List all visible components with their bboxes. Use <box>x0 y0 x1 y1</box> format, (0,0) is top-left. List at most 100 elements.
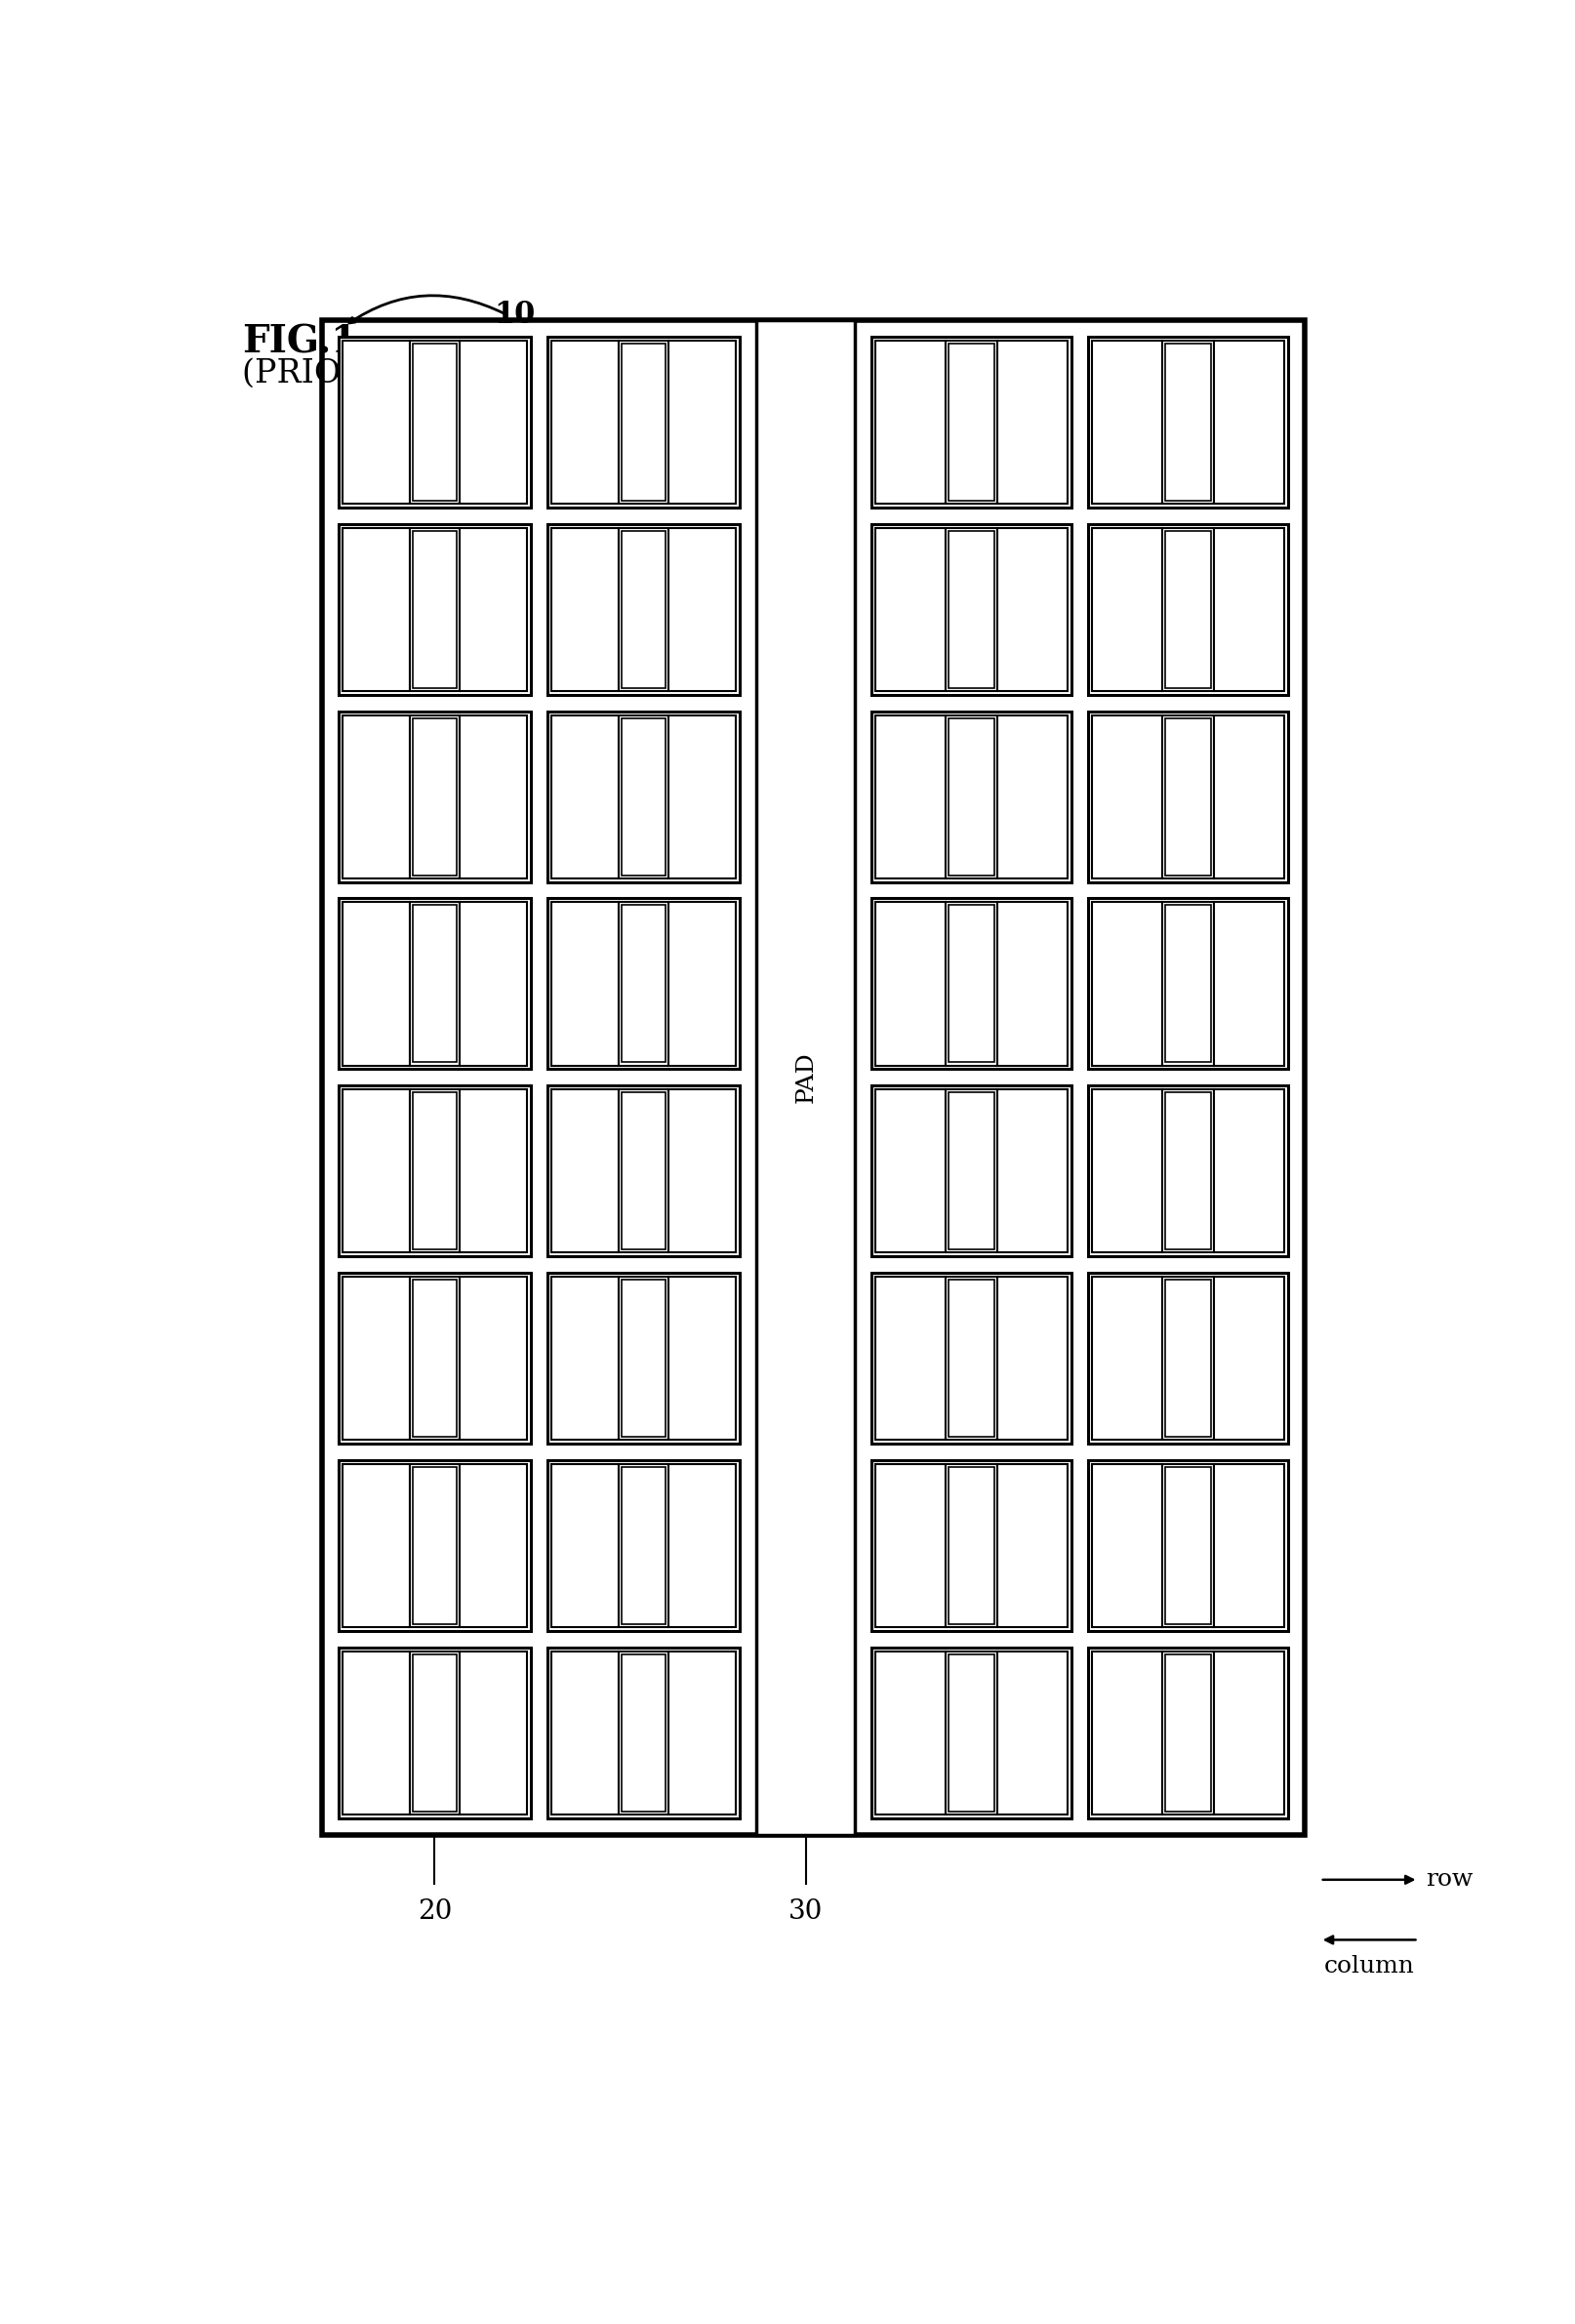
Text: Bank: Bank <box>1025 590 1040 627</box>
Text: Bank: Bank <box>485 1153 501 1190</box>
Bar <box>1213 716 1284 878</box>
Bar <box>668 528 736 690</box>
Text: Y-Fuse: Y-Fuse <box>1181 402 1194 442</box>
Bar <box>342 1276 410 1441</box>
Text: Bank: Bank <box>902 1153 917 1190</box>
Bar <box>410 716 460 878</box>
Bar <box>945 716 997 878</box>
Text: Y-Fuse: Y-Fuse <box>636 964 650 1004</box>
Text: Bank: Bank <box>902 590 917 627</box>
Bar <box>1164 718 1211 876</box>
Text: Y-Fuse: Y-Fuse <box>964 964 978 1004</box>
Text: Bank: Bank <box>369 1153 383 1190</box>
Bar <box>622 906 665 1062</box>
Text: Bank: Bank <box>578 1527 592 1564</box>
Bar <box>410 902 460 1064</box>
Bar <box>551 716 619 878</box>
Text: Y-Fuse: Y-Fuse <box>636 402 650 442</box>
Bar <box>339 1459 531 1631</box>
Bar <box>871 711 1071 881</box>
Text: Bank: Bank <box>695 404 709 442</box>
Text: Bank: Bank <box>485 1339 501 1378</box>
Text: Bank: Bank <box>1025 404 1040 442</box>
Text: Bank: Bank <box>1025 964 1040 1002</box>
Bar <box>342 1650 410 1815</box>
Text: Bank: Bank <box>578 590 592 627</box>
Bar <box>997 716 1068 878</box>
Bar <box>413 530 457 688</box>
Bar <box>668 342 736 504</box>
Text: Y-Fuse: Y-Fuse <box>428 402 441 442</box>
Text: Bank: Bank <box>485 404 501 442</box>
Bar <box>997 342 1068 504</box>
Bar <box>871 1085 1071 1257</box>
Bar <box>1164 906 1211 1062</box>
Text: Y-Fuse: Y-Fuse <box>1181 588 1194 630</box>
Text: Bank: Bank <box>578 1715 592 1752</box>
Bar <box>547 1274 740 1443</box>
Text: Bank: Bank <box>902 779 917 816</box>
Text: Bank: Bank <box>1120 1153 1134 1190</box>
Bar <box>321 321 1304 1834</box>
Text: Bank: Bank <box>1241 964 1255 1002</box>
Text: Bank: Bank <box>1241 779 1255 816</box>
Bar <box>339 711 531 881</box>
Text: 10: 10 <box>493 300 536 330</box>
Text: Bank: Bank <box>695 1715 709 1752</box>
Bar <box>871 523 1071 695</box>
Bar <box>668 902 736 1064</box>
Text: Bank: Bank <box>369 1715 383 1752</box>
Text: FIG.1: FIG.1 <box>243 323 358 360</box>
Bar <box>619 1464 668 1627</box>
Bar <box>460 1650 526 1815</box>
Bar <box>410 1090 460 1253</box>
Bar <box>871 337 1071 507</box>
Bar <box>945 1090 997 1253</box>
Text: Y-Fuse: Y-Fuse <box>428 1713 441 1752</box>
Bar <box>1164 1281 1211 1436</box>
Bar <box>1213 1464 1284 1627</box>
Bar <box>1164 344 1211 500</box>
Bar <box>619 528 668 690</box>
Text: Bank: Bank <box>485 964 501 1002</box>
Text: Bank: Bank <box>369 964 383 1002</box>
Bar <box>871 1459 1071 1631</box>
Bar <box>1213 1090 1284 1253</box>
Bar <box>547 711 740 881</box>
Text: Bank: Bank <box>1120 590 1134 627</box>
Text: Y-Fuse: Y-Fuse <box>1181 1339 1194 1378</box>
Bar <box>1162 1090 1213 1253</box>
Bar <box>413 906 457 1062</box>
Bar <box>948 1655 994 1810</box>
Bar <box>945 1464 997 1627</box>
Bar <box>1162 1650 1213 1815</box>
Bar <box>945 1650 997 1815</box>
Text: Bank: Bank <box>1120 1715 1134 1752</box>
Text: Bank: Bank <box>695 779 709 816</box>
Bar <box>1088 899 1287 1069</box>
Bar <box>945 902 997 1064</box>
Bar <box>1088 1648 1287 1817</box>
Bar <box>410 342 460 504</box>
Text: Bank: Bank <box>1025 779 1040 816</box>
Bar <box>668 1650 736 1815</box>
Text: Bank: Bank <box>695 590 709 627</box>
Bar <box>871 1274 1071 1443</box>
Bar <box>871 1648 1071 1817</box>
Text: Bank: Bank <box>485 1527 501 1564</box>
Bar <box>756 321 854 1834</box>
Text: Bank: Bank <box>578 404 592 442</box>
Bar <box>948 906 994 1062</box>
Bar <box>547 523 740 695</box>
Bar <box>1091 1464 1162 1627</box>
Bar <box>342 342 410 504</box>
Text: Y-Fuse: Y-Fuse <box>636 1150 650 1192</box>
Bar <box>668 1276 736 1441</box>
Bar <box>1213 342 1284 504</box>
Text: Bank: Bank <box>369 1339 383 1378</box>
Bar <box>547 899 740 1069</box>
Bar <box>622 1281 665 1436</box>
Bar <box>547 1648 740 1817</box>
Bar <box>339 523 531 695</box>
Text: Bank: Bank <box>578 1153 592 1190</box>
